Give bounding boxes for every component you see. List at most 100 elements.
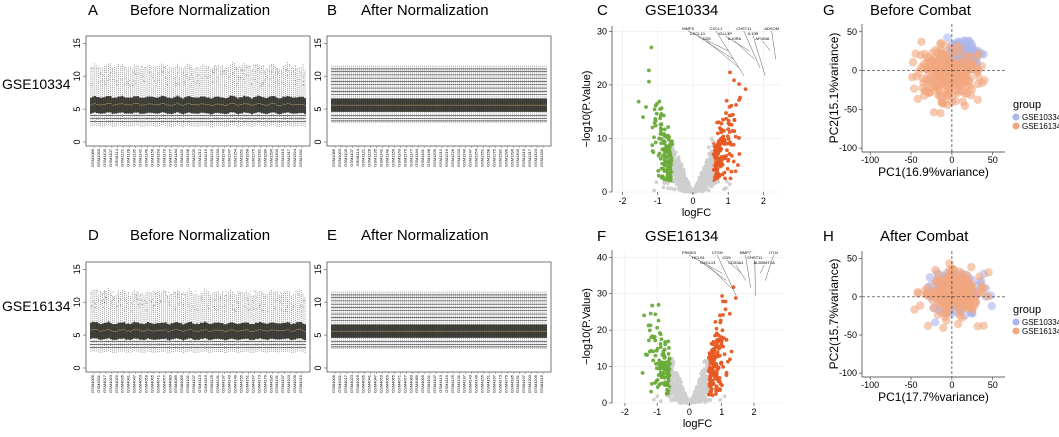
sample-label: GSM1128 [126, 148, 131, 166]
point-upregulated [713, 153, 717, 158]
y-tick-label: 5 [313, 107, 323, 112]
outlier-point [167, 84, 168, 85]
outlier-point [236, 84, 238, 86]
sample-box [245, 322, 248, 339]
outlier-point [267, 311, 269, 313]
sample-box [278, 323, 281, 340]
outlier-point [282, 65, 284, 67]
outlier-point [131, 303, 132, 304]
sample-box [95, 96, 98, 114]
outlier-point [285, 70, 287, 72]
sample-box [192, 97, 195, 114]
point-not-significant [727, 182, 732, 186]
legend-label-gse10334: GSE10334 [1022, 318, 1059, 327]
outlier-point [116, 306, 118, 308]
outlier-point [299, 306, 301, 308]
point-upregulated [737, 136, 741, 140]
outlier-point [139, 299, 141, 300]
point-not-significant [670, 147, 675, 152]
outlier-point [154, 292, 156, 293]
sample-label: GSM4185 [268, 374, 273, 393]
outlier-point [152, 304, 154, 306]
outlier-point [139, 306, 141, 308]
point-upregulated [727, 104, 732, 109]
sample-box [105, 96, 108, 113]
outlier-point [178, 304, 179, 306]
outlier-point [90, 292, 92, 294]
sample-box [176, 95, 179, 113]
outlier-point [255, 71, 257, 73]
outlier-point [179, 79, 180, 80]
sample-box [280, 97, 283, 114]
sample-label: GSM1142 [138, 148, 143, 166]
sample-label: GSM1254 [233, 148, 238, 167]
outlier-point [251, 83, 252, 85]
sample-label: GSM4077 [161, 374, 166, 393]
sample-box [146, 322, 149, 339]
point-upregulated [737, 98, 741, 102]
outlier-point [110, 295, 112, 296]
outlier-point [177, 291, 179, 293]
sample-label: GSM4191 [274, 374, 279, 393]
sample-box [89, 322, 92, 339]
point-not-significant [724, 179, 729, 184]
sample-box [127, 323, 130, 340]
outlier-point [239, 76, 241, 78]
outlier-point [303, 74, 305, 76]
point-downregulated [650, 143, 655, 148]
sample-label: GSM1142 [379, 148, 384, 166]
point-downregulated [654, 111, 659, 116]
legend-label-gse16134: GSE16134 [1022, 327, 1059, 336]
point-not-significant [665, 181, 670, 186]
point-not-significant [669, 186, 674, 191]
outlier-point [224, 85, 226, 87]
point-not-significant [705, 180, 710, 185]
sample-box [221, 323, 224, 340]
point-upregulated [729, 153, 734, 158]
point-downregulated [666, 137, 671, 142]
outlier-point [225, 82, 227, 84]
outlier-point [207, 77, 209, 78]
sample-box [156, 323, 159, 340]
outlier-point [216, 69, 218, 71]
sample-label: GSM4125 [450, 374, 455, 393]
sample-box [119, 322, 122, 339]
outlier-point [101, 300, 102, 301]
outlier-point [246, 67, 248, 68]
sample-label: GSM1093 [96, 148, 101, 167]
outlier-point [277, 73, 278, 75]
point-downregulated [665, 155, 670, 160]
legend-swatch-gse16134 [1012, 327, 1020, 335]
outlier-point [287, 301, 289, 302]
panel-letter-c: C [597, 2, 608, 19]
sample-box [105, 322, 108, 339]
sample-label: GSM1226 [450, 148, 455, 167]
outlier-point [174, 306, 176, 308]
outlier-point [244, 82, 246, 84]
outlier-point [277, 72, 279, 73]
outlier-point [197, 80, 199, 82]
gene-label: CXCL1 [709, 26, 723, 31]
pca-legend-1: group GSE10334 GSE16134 [1012, 99, 1059, 131]
outlier-point [293, 305, 295, 307]
outlier-point [178, 303, 180, 304]
sample-label: GSM1163 [155, 148, 160, 166]
outlier-point [224, 304, 226, 306]
sample-label: GSM4005 [331, 374, 336, 393]
outlier-point [237, 76, 239, 78]
outlier-point [234, 308, 235, 310]
outlier-point [103, 302, 105, 303]
point-gse16134 [916, 51, 925, 60]
outlier-point [222, 74, 223, 75]
outlier-point [111, 68, 113, 69]
outlier-point [277, 297, 279, 299]
sample-label: GSM4011 [337, 374, 342, 392]
outlier-point [281, 309, 283, 311]
outlier-point [282, 81, 283, 83]
point-gse16134 [938, 61, 947, 70]
outlier-point [277, 80, 279, 81]
sample-label: GSM4131 [215, 374, 220, 393]
sample-box [251, 323, 253, 340]
outlier-point [104, 70, 106, 72]
legend-swatch-gse10334 [1012, 113, 1020, 121]
